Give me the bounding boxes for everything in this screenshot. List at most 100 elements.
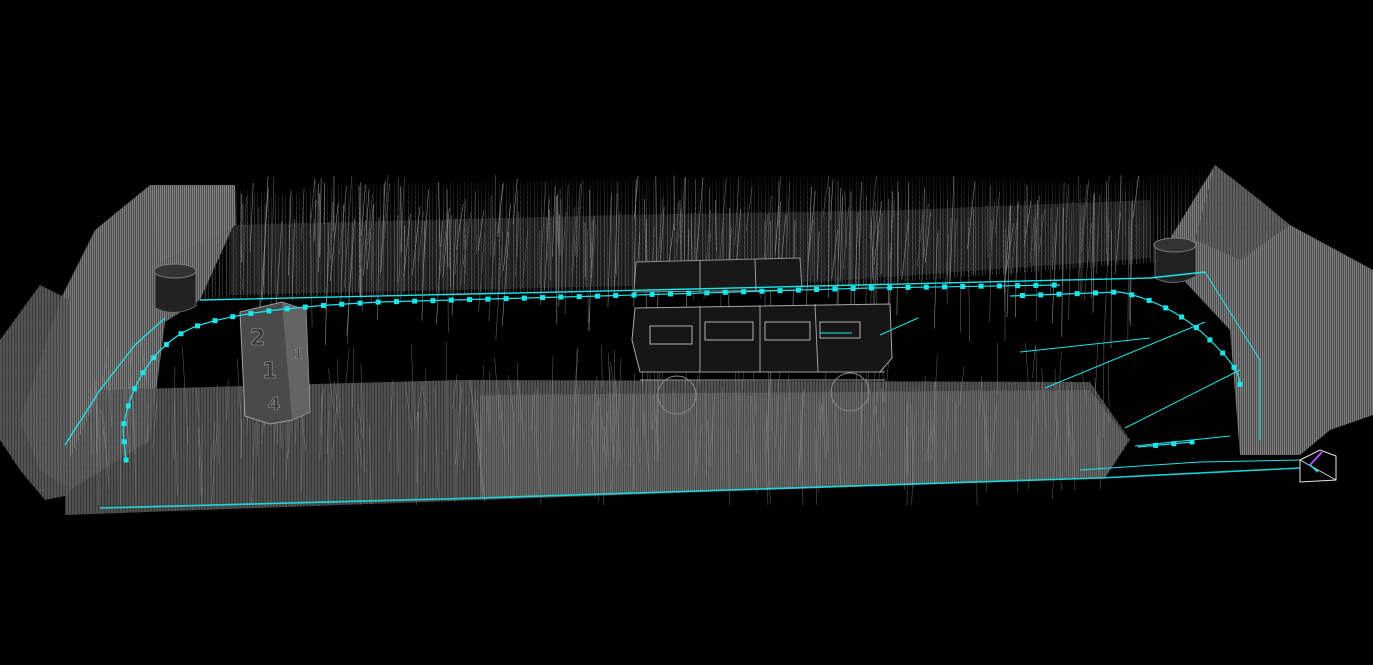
point-streak [545,216,548,259]
keyframe-marker[interactable] [832,286,838,292]
point-streak [438,182,441,247]
keyframe-marker[interactable] [412,298,418,304]
point-streak [300,188,305,243]
keyframe-marker[interactable] [375,299,381,305]
keyframe-marker[interactable] [1033,282,1039,288]
point-streak [871,230,880,315]
keyframe-marker[interactable] [686,290,692,296]
keyframe-marker[interactable] [1038,292,1044,298]
point-streak [1083,223,1092,301]
point-streak [201,423,203,496]
point-streak [286,410,289,482]
keyframe-marker[interactable] [248,311,254,316]
keyframe-marker[interactable] [558,294,564,300]
keyframe-marker[interactable] [163,342,169,348]
keyframe-marker[interactable] [1074,291,1080,297]
keyframe-marker[interactable] [631,292,637,298]
point-streak [603,426,607,469]
keyframe-marker[interactable] [814,287,820,292]
camera-axis-icon [1309,451,1323,466]
keyframe-marker[interactable] [576,294,582,300]
keyframe-marker[interactable] [1153,442,1159,448]
keyframe-marker[interactable] [1146,297,1152,303]
keyframe-marker[interactable] [123,457,129,463]
point-streak [320,393,322,435]
keyframe-marker[interactable] [1189,439,1195,445]
keyframe-marker[interactable] [777,288,783,294]
keyframe-marker[interactable] [1019,293,1025,298]
keyframe-marker[interactable] [121,439,127,445]
keyframe-marker[interactable] [960,284,966,289]
keyframe-marker[interactable] [1163,305,1169,311]
keyframe-marker[interactable] [430,298,436,304]
point-streak [984,411,990,465]
keyframe-marker[interactable] [284,306,290,312]
keyframe-marker[interactable] [540,295,546,301]
point-streak [881,387,885,429]
keyframe-marker[interactable] [1051,282,1057,288]
current-camera[interactable] [1299,449,1337,483]
keyframe-marker[interactable] [1015,283,1021,289]
keyframe-marker[interactable] [321,303,326,308]
point-streak [497,212,502,302]
keyframe-marker[interactable] [923,284,929,290]
keyframe-marker[interactable] [1220,350,1226,356]
keyframe-marker[interactable] [996,283,1002,289]
point-streak [591,224,597,281]
keyframe-marker[interactable] [195,323,200,329]
keyframe-marker[interactable] [339,301,345,307]
keyframe-marker[interactable] [1237,381,1243,387]
keyframe-marker[interactable] [868,285,874,291]
keyframe-marker[interactable] [448,297,454,303]
keyframe-marker[interactable] [1111,289,1117,295]
keyframe-marker[interactable] [1171,441,1177,447]
keyframe-marker[interactable] [503,296,509,302]
keyframe-marker[interactable] [1179,314,1185,320]
keyframe-marker[interactable] [302,304,308,310]
keyframe-marker[interactable] [649,291,655,297]
keyframe-marker[interactable] [151,355,157,361]
keyframe-marker[interactable] [132,386,138,392]
point-streak [601,345,603,387]
keyframe-marker[interactable] [704,290,710,296]
keyframe-marker[interactable] [905,284,911,290]
keyframe-marker[interactable] [722,289,728,295]
keyframe-marker[interactable] [795,287,801,293]
keyframe-marker[interactable] [1056,291,1062,297]
keyframe-marker[interactable] [887,285,893,291]
keyframe-marker[interactable] [978,283,984,289]
vehicle-points [631,257,893,415]
sign-digit-top: 2 [250,326,265,351]
keyframe-marker[interactable] [668,291,673,297]
keyframe-marker[interactable] [613,293,619,298]
keyframe-marker[interactable] [1129,292,1135,298]
keyframe-marker[interactable] [1231,364,1237,370]
point-streak [103,419,110,490]
keyframe-marker[interactable] [594,293,600,299]
keyframe-marker[interactable] [121,421,127,427]
keyframe-marker[interactable] [230,314,236,320]
keyframe-marker[interactable] [521,295,527,301]
point-streak [929,409,933,444]
keyframe-marker[interactable] [178,331,184,337]
keyframe-marker[interactable] [850,286,856,291]
keyframe-marker[interactable] [125,403,131,409]
keyframe-marker[interactable] [1207,337,1213,343]
point-streak [1094,377,1099,473]
keyframe-marker[interactable] [140,370,146,376]
keyframe-marker[interactable] [394,299,399,305]
keyframe-marker[interactable] [1093,290,1098,296]
point-streak [249,182,254,253]
keyframe-marker[interactable] [266,308,272,314]
point-streak [601,417,604,506]
keyframe-marker[interactable] [942,284,947,290]
keyframe-marker[interactable] [357,300,363,306]
keyframe-marker[interactable] [467,297,472,303]
keyframe-marker[interactable] [1193,325,1199,331]
keyframe-marker[interactable] [759,288,765,294]
keyframe-marker[interactable] [212,318,218,324]
keyframe-marker[interactable] [485,296,491,302]
keyframe-marker[interactable] [741,289,747,295]
